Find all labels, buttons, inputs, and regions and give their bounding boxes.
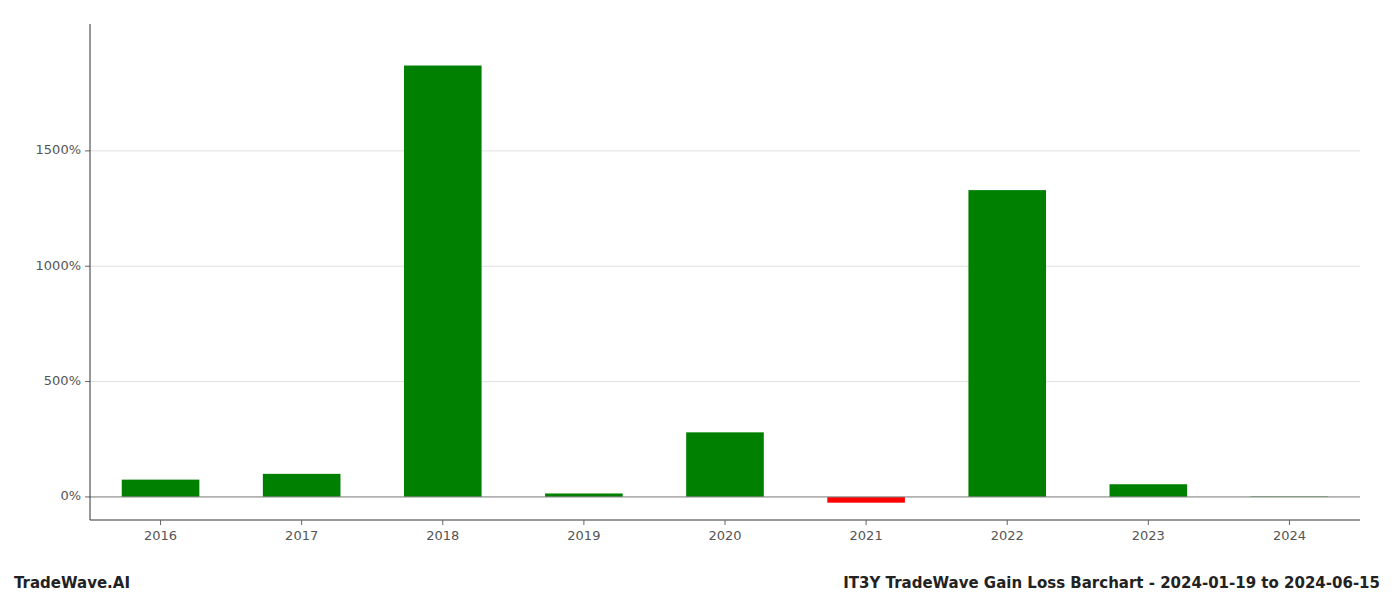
bar bbox=[968, 190, 1046, 497]
y-tick-label: 500% bbox=[44, 373, 81, 388]
x-tick-label: 2023 bbox=[1132, 528, 1165, 543]
x-tick bbox=[160, 520, 161, 525]
bar bbox=[263, 474, 341, 497]
grid-line bbox=[90, 266, 1360, 267]
x-tick-label: 2021 bbox=[850, 528, 883, 543]
y-tick bbox=[85, 150, 90, 151]
bars bbox=[122, 66, 1329, 503]
y-tick-label: 1500% bbox=[36, 142, 81, 157]
bar bbox=[1110, 484, 1188, 497]
y-tick-label: 1000% bbox=[36, 258, 81, 273]
grid-line bbox=[90, 496, 1360, 497]
x-axis: 2016 2017 2018 2019 2020 2021 2022 2023 2024 bbox=[144, 520, 1306, 543]
x-tick bbox=[866, 520, 867, 525]
y-tick bbox=[85, 266, 90, 267]
chart-svg: 0% 500% 1000% 1500% 2016 2017 2018 2019 2020 2021… bbox=[0, 0, 1400, 600]
chart-container: 0% 500% 1000% 1500% 2016 2017 2018 2019 2020 2021… bbox=[0, 0, 1400, 600]
y-axis: 0% 500% 1000% 1500% bbox=[36, 142, 90, 503]
y-axis-line bbox=[90, 24, 91, 520]
bar bbox=[545, 493, 623, 496]
x-tick-label: 2020 bbox=[708, 528, 741, 543]
y-tick bbox=[85, 381, 90, 382]
grid bbox=[90, 151, 1360, 497]
bar bbox=[404, 66, 482, 497]
y-tick-label: 0% bbox=[60, 488, 81, 503]
bar bbox=[686, 432, 764, 497]
x-tick-label: 2024 bbox=[1273, 528, 1306, 543]
grid-line bbox=[90, 381, 1360, 382]
x-tick bbox=[583, 520, 584, 525]
y-tick bbox=[85, 496, 90, 497]
x-tick-label: 2022 bbox=[991, 528, 1024, 543]
x-tick-label: 2018 bbox=[426, 528, 459, 543]
x-tick bbox=[1148, 520, 1149, 525]
x-tick bbox=[1289, 520, 1290, 525]
x-tick-label: 2017 bbox=[285, 528, 318, 543]
x-tick bbox=[1007, 520, 1008, 525]
x-tick-label: 2019 bbox=[567, 528, 600, 543]
x-tick-label: 2016 bbox=[144, 528, 177, 543]
x-tick bbox=[301, 520, 302, 525]
grid-line bbox=[90, 150, 1360, 151]
watermark: TradeWave.AI bbox=[14, 574, 130, 592]
bar bbox=[122, 480, 200, 497]
bar bbox=[827, 497, 905, 503]
x-tick bbox=[725, 520, 726, 525]
x-tick bbox=[442, 520, 443, 525]
title: IT3Y TradeWave Gain Loss Barchart - 2024… bbox=[843, 574, 1380, 592]
zero-line bbox=[90, 496, 1360, 497]
